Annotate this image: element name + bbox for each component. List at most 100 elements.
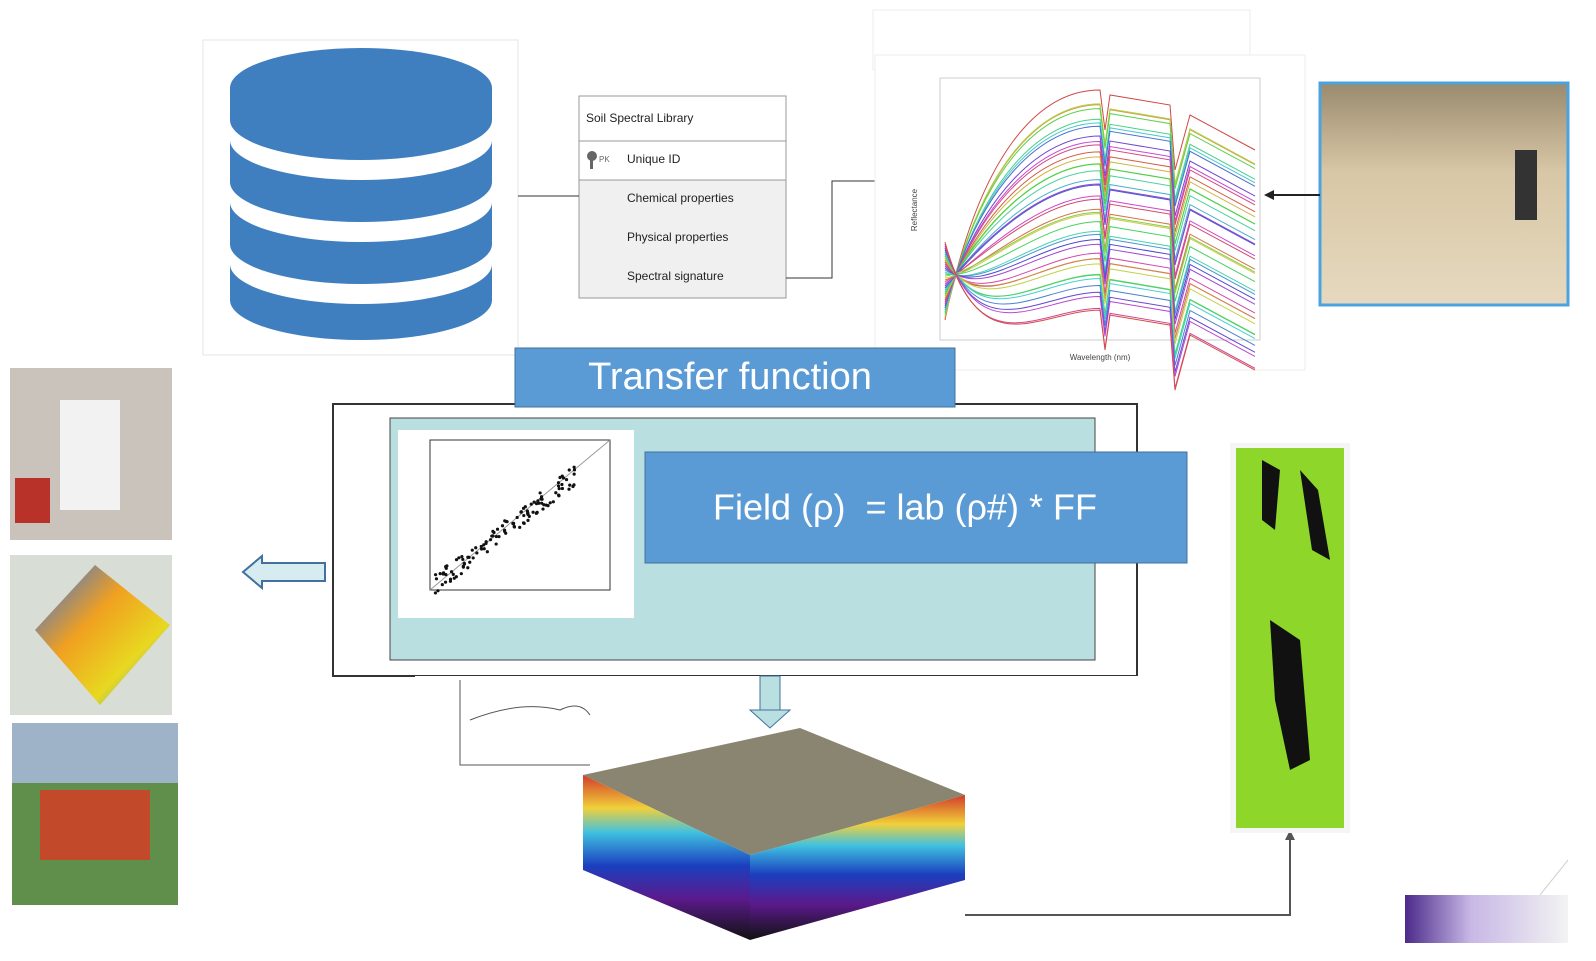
scatter-dot	[513, 525, 516, 528]
scatter-dot	[561, 487, 564, 490]
scatter-dot	[565, 478, 568, 481]
scatter-dot	[434, 573, 437, 576]
scatter-dot	[549, 501, 552, 504]
scatter-dot	[452, 573, 455, 576]
scatter-dot	[539, 491, 542, 494]
corner-line	[1540, 860, 1568, 895]
scatter-dot	[441, 583, 444, 586]
scatter-dot	[505, 520, 508, 523]
scatter-dot	[495, 535, 498, 538]
y-axis-label: Reflectance	[910, 188, 919, 231]
down-arrow	[760, 676, 780, 710]
scatter-dot	[535, 511, 538, 514]
scatter-dot	[466, 566, 469, 569]
scatter-dot	[552, 500, 555, 503]
x-axis-label: Wavelength (nm)	[1070, 353, 1131, 362]
table-field: Physical properties	[627, 230, 728, 244]
scatter-dot	[560, 483, 563, 486]
formula: Field (ρ) = lab (ρ#) * FF	[713, 487, 1097, 528]
scatter-dot	[511, 522, 514, 525]
library-table: Soil Spectral Library PK Unique ID Chemi…	[579, 96, 786, 298]
key-icon-stem	[590, 159, 593, 169]
scatter-dot	[536, 499, 539, 502]
scatter-dot	[520, 510, 523, 513]
corner-image	[1405, 895, 1568, 943]
scatter-dot	[535, 502, 538, 505]
scatter-dot	[558, 476, 561, 479]
scatter-dot	[530, 503, 533, 506]
scatter-dot	[496, 528, 499, 531]
scatter-dot	[568, 468, 571, 471]
person	[1515, 150, 1537, 220]
lab-coat	[60, 400, 120, 510]
scatter-dot	[474, 546, 477, 549]
scatter-dot	[460, 555, 463, 558]
scatter-dot	[557, 493, 560, 496]
scatter-dot	[503, 529, 506, 532]
scatter-dot	[442, 571, 445, 574]
scatter-dot	[461, 558, 464, 561]
scatter-dot	[467, 556, 470, 559]
scatter-dot	[557, 481, 560, 484]
scatter-dot	[463, 562, 466, 565]
tractor	[40, 790, 150, 860]
page: {"library_table": {"title": "Soil Spectr…	[0, 0, 1596, 961]
scatter-dot	[483, 547, 486, 550]
connector	[786, 181, 876, 278]
lab-box	[15, 478, 50, 523]
scatter-dot	[527, 513, 530, 516]
scatter-dot	[501, 524, 504, 527]
scatter-dot	[444, 581, 447, 584]
scatter-dot	[567, 488, 570, 491]
table-title: Soil Spectral Library	[586, 111, 693, 125]
scatter-dot	[516, 516, 519, 519]
scatter-dot	[455, 575, 458, 578]
sky	[12, 723, 178, 783]
scatter-dot	[539, 497, 542, 500]
scatter-dot	[445, 564, 448, 567]
scatter-dot	[542, 503, 545, 506]
scatter-dot	[562, 476, 565, 479]
scatter-dot	[435, 577, 438, 580]
scatter-dot	[475, 551, 478, 554]
scatter-dot	[472, 556, 475, 559]
scatter-dot	[457, 556, 460, 559]
scatter-dot	[489, 538, 492, 541]
scatter-dot	[524, 505, 527, 508]
scatter-dot	[522, 514, 525, 517]
scatter-dot	[573, 466, 576, 469]
scatter-dot	[568, 484, 571, 487]
scatter-dot	[554, 491, 557, 494]
scatter-dot	[541, 507, 544, 510]
scatter-dot	[471, 549, 474, 552]
scatter-dot	[491, 530, 494, 533]
key-field: Unique ID	[627, 152, 681, 166]
scatter-dot	[436, 589, 439, 592]
scatter-dot	[434, 591, 437, 594]
key-label: PK	[599, 155, 610, 164]
scatter-dot	[450, 570, 453, 573]
left-arrow	[243, 556, 325, 588]
connector	[965, 838, 1290, 915]
scatter-dot	[573, 473, 576, 476]
scatter-dot	[460, 572, 463, 575]
table-field: Chemical properties	[627, 191, 734, 205]
scatter-dot	[482, 543, 485, 546]
scatter-dot	[546, 504, 549, 507]
scatter-dot	[558, 487, 561, 490]
scatter-dot	[468, 561, 471, 564]
scatter-dot	[518, 526, 521, 529]
scatter-dot	[526, 519, 529, 522]
scatter-dot	[486, 550, 489, 553]
scatter-dot	[531, 511, 534, 514]
transfer-label: Transfer function	[588, 356, 872, 398]
scatter-dot	[571, 485, 574, 488]
scatter-dot	[491, 534, 494, 537]
scatter-dot	[522, 521, 525, 524]
scatter-dot	[557, 484, 560, 487]
scatter-dot	[449, 580, 452, 583]
slide: Soil Spectral Library PK Unique ID Chemi…	[0, 0, 1596, 961]
table-field: Spectral signature	[627, 269, 724, 283]
scatter-dot	[495, 542, 498, 545]
scatter-dot	[439, 572, 442, 575]
